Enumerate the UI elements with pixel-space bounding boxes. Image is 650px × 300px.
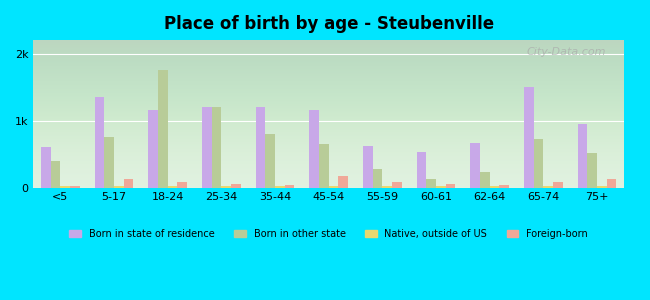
Bar — [158, 70, 168, 188]
Bar — [606, 179, 616, 188]
Bar — [578, 124, 588, 188]
Bar — [382, 186, 392, 188]
Bar — [417, 152, 426, 188]
Bar — [597, 186, 606, 188]
Bar — [168, 185, 177, 188]
Bar — [436, 185, 446, 188]
Bar — [177, 182, 187, 188]
Bar — [41, 147, 51, 188]
Bar — [148, 110, 158, 188]
Bar — [363, 146, 372, 188]
Legend: Born in state of residence, Born in other state, Native, outside of US, Foreign-: Born in state of residence, Born in othe… — [66, 225, 592, 243]
Bar — [392, 182, 402, 188]
Bar — [588, 153, 597, 188]
Bar — [338, 176, 348, 188]
Bar — [275, 185, 285, 188]
Text: City-Data.com: City-Data.com — [526, 47, 606, 58]
Bar — [499, 185, 509, 188]
Bar — [471, 142, 480, 188]
Bar — [124, 179, 133, 188]
Bar — [70, 185, 80, 188]
Bar — [446, 184, 455, 188]
Bar — [319, 144, 329, 188]
Bar — [329, 186, 338, 188]
Bar — [524, 87, 534, 188]
Bar — [221, 185, 231, 188]
Bar — [426, 179, 436, 188]
Bar — [60, 185, 70, 188]
Bar — [285, 185, 294, 188]
Bar — [534, 139, 543, 188]
Bar — [543, 185, 553, 188]
Bar — [372, 169, 382, 188]
Bar — [309, 110, 319, 188]
Bar — [95, 97, 104, 188]
Title: Place of birth by age - Steubenville: Place of birth by age - Steubenville — [164, 15, 494, 33]
Bar — [202, 107, 212, 188]
Bar — [255, 107, 265, 188]
Bar — [51, 161, 60, 188]
Bar — [553, 182, 563, 188]
Bar — [265, 134, 275, 188]
Bar — [480, 172, 489, 188]
Bar — [489, 186, 499, 188]
Bar — [104, 137, 114, 188]
Bar — [212, 107, 221, 188]
Bar — [114, 186, 124, 188]
Bar — [231, 184, 240, 188]
